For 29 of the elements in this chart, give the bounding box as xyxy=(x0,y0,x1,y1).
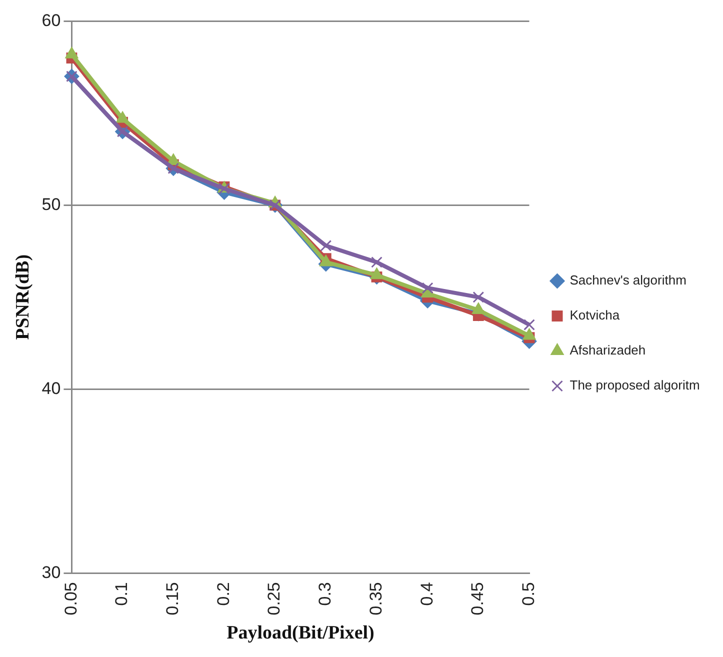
x-axis-title: Payload(Bit/Pixel) xyxy=(226,622,374,644)
x-tick-label: 0.35 xyxy=(366,582,386,616)
x-tick-label: 0.1 xyxy=(112,582,132,606)
point xyxy=(524,319,535,330)
point xyxy=(371,256,382,268)
x-tick-label: 0.4 xyxy=(417,582,436,606)
y-tick-label: 50 xyxy=(42,194,61,214)
point xyxy=(370,268,384,280)
x-tick-label: 0.45 xyxy=(468,582,488,616)
x-tick-label: 0.2 xyxy=(214,582,233,606)
legend-label: Kotvicha xyxy=(570,308,620,323)
x-tick-label: 0.15 xyxy=(163,582,182,616)
y-tick-label: 30 xyxy=(42,562,61,582)
y-tick-label: 40 xyxy=(42,378,61,398)
y-axis-title: PSNR(dB) xyxy=(12,254,34,340)
x-tick-label: 0.25 xyxy=(264,582,284,616)
x-tick-label: 0.5 xyxy=(518,582,538,606)
legend-label: Sachnev's algorithm xyxy=(570,272,686,288)
point xyxy=(472,302,485,314)
point xyxy=(472,291,484,303)
legend-label: Afsharizadeh xyxy=(570,342,646,358)
point xyxy=(320,240,332,252)
y-tick-label: 60 xyxy=(42,10,61,30)
point xyxy=(422,282,434,294)
point xyxy=(319,254,332,266)
x-tick-label: 0.3 xyxy=(316,582,335,606)
legend-label: The proposed algoritm xyxy=(570,378,700,393)
point xyxy=(522,328,536,340)
x-tick-label: 0.05 xyxy=(61,582,80,616)
